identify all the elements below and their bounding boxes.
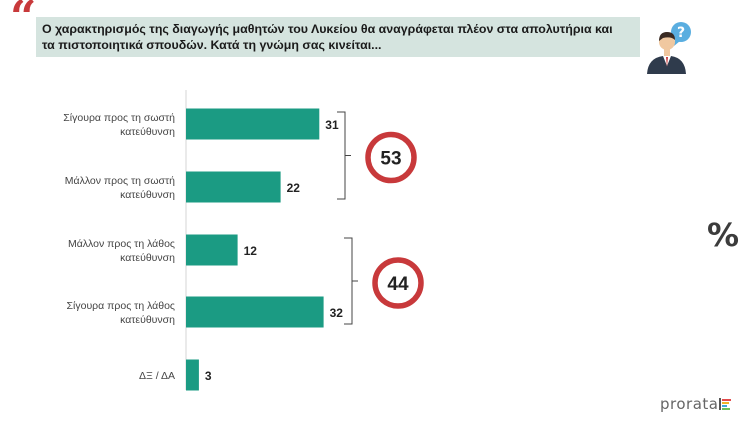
bar-0 <box>186 108 320 140</box>
percent-sign: % <box>707 216 740 254</box>
bar-value-label: 22 <box>287 181 301 195</box>
svg-text:?: ? <box>677 25 685 41</box>
category-label: ΔΞ / ΔΑ <box>139 370 175 382</box>
category-label-line: Μάλλον προς τη λάθος <box>68 238 175 250</box>
bar-value-label: 3 <box>205 369 212 383</box>
bar-4 <box>186 359 199 391</box>
quote-mark-icon: “ <box>10 0 37 44</box>
bar-value-label: 12 <box>244 244 258 258</box>
group-bracket <box>344 237 358 325</box>
category-label-line: Μάλλον προς τη σωστή <box>65 175 175 187</box>
group-total-ring <box>365 131 417 184</box>
brand-logo-icon <box>719 398 731 410</box>
question-line-1: Ο χαρακτηρισμός της διαγωγής μαθητών του… <box>42 22 613 36</box>
category-label-line: Σίγουρα προς τη λάθος <box>67 300 175 312</box>
category-label: Σίγουρα προς τη σωστή κατεύθυνση <box>63 112 175 138</box>
group-bracket <box>337 111 351 200</box>
category-label-line: κατεύθυνση <box>120 252 175 264</box>
category-label: Σίγουρα προς τη λάθος κατεύθυνση <box>67 300 176 326</box>
question-line-2: τα πιστοποιητικά σπουδών. Κατά τη γνώμη … <box>42 38 382 52</box>
category-label: Μάλλον προς τη λάθος κατεύθυνση <box>68 238 175 264</box>
category-label-line: κατεύθυνση <box>120 126 175 138</box>
bar-3 <box>186 296 324 328</box>
category-label-line: κατεύθυνση <box>120 189 175 201</box>
group-total-label: 53 <box>380 149 401 170</box>
question-box: Ο χαρακτηρισμός της διαγωγής μαθητών του… <box>36 17 640 57</box>
group-total-label: 44 <box>387 274 409 295</box>
category-label-line: ΔΞ / ΔΑ <box>139 370 175 382</box>
brand-logo: prorata <box>660 395 719 413</box>
category-label-line: κατεύθυνση <box>120 314 175 326</box>
bar-value-label: 31 <box>325 118 339 132</box>
businessman-question-icon: ? <box>647 22 691 74</box>
group-total-ring <box>372 257 424 309</box>
category-label-line: Σίγουρα προς τη σωστή <box>63 112 175 124</box>
bar-2 <box>186 234 238 266</box>
category-label: Μάλλον προς τη σωστή κατεύθυνση <box>65 175 175 201</box>
bar-value-label: 32 <box>330 306 344 320</box>
bar-1 <box>186 171 281 203</box>
